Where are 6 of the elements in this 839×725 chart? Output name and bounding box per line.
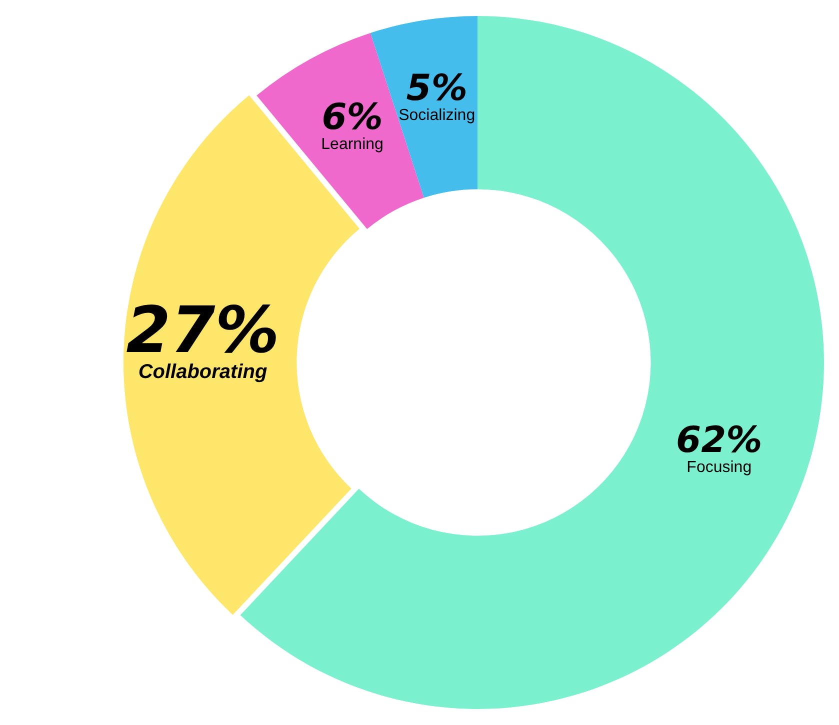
data-label: 5% <box>406 68 468 109</box>
slice-label: Socializing <box>398 106 476 124</box>
data-label: 62% <box>676 420 762 462</box>
data-label: 6% <box>322 96 383 138</box>
slice-label: Focusing <box>686 459 752 476</box>
slice-label: Learning <box>321 136 384 153</box>
